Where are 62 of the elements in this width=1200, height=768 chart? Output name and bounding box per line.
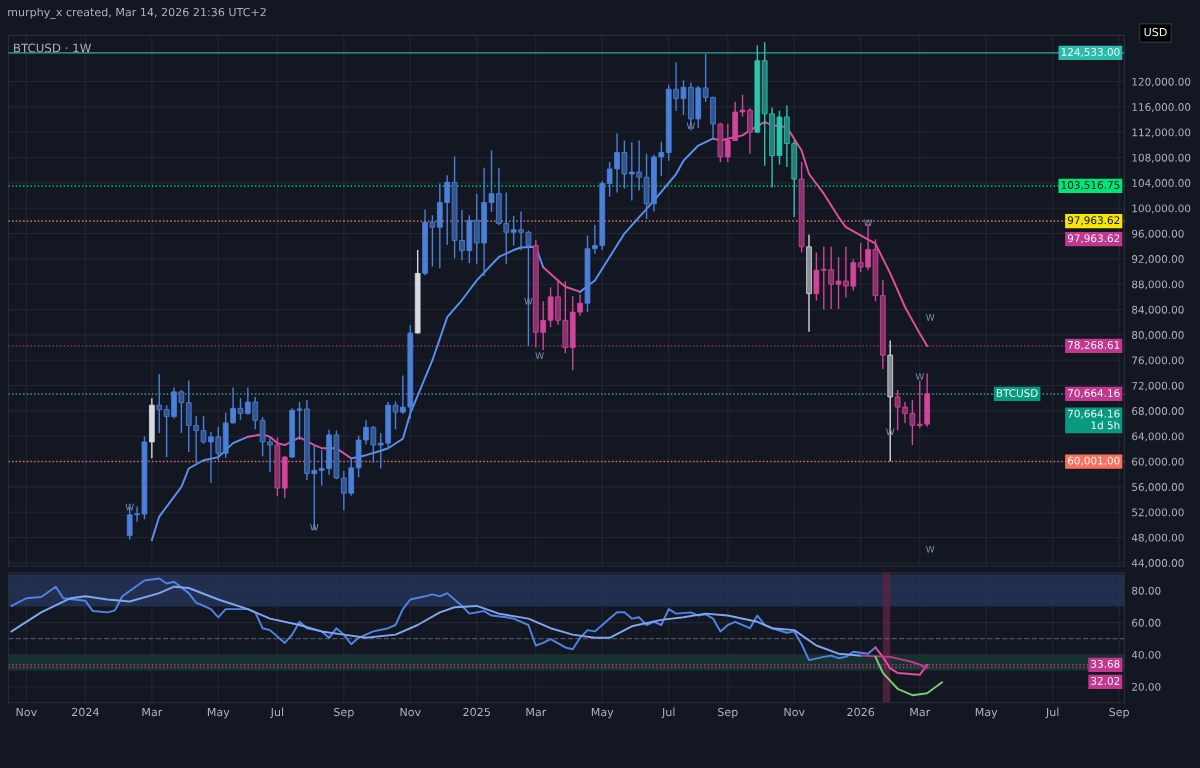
- y-tick-label: 60,000.00: [1132, 457, 1184, 467]
- ref-line-label: 33.68: [1091, 659, 1120, 668]
- x-tick-label: 2024: [72, 707, 99, 717]
- annotation: W: [926, 546, 935, 553]
- annotation: W: [926, 314, 935, 321]
- y-tick-label: 108,000.00: [1132, 153, 1191, 163]
- annotation: W: [863, 219, 873, 226]
- y-tick-label: 68,000.00: [1132, 407, 1184, 417]
- ref-line-label: 97,963.62: [1067, 216, 1120, 226]
- y-tick-label: 44,000.00: [1131, 559, 1184, 569]
- x-tick-label: 2026: [847, 707, 875, 717]
- y-tick-label: 80,000.00: [1132, 331, 1184, 341]
- x-tick-label: Mar: [910, 707, 931, 717]
- x-tick-label: Nov: [784, 707, 805, 717]
- y-tick-label: 100,000.00: [1132, 204, 1191, 214]
- x-tick-label: Jul: [1045, 707, 1059, 719]
- y-tick-label: 116,000.00: [1132, 103, 1191, 113]
- legend-label: 32.02: [1091, 676, 1120, 685]
- ref-line-label: 70,664.16: [1068, 389, 1120, 399]
- y-tick-label: 84,000.00: [1132, 305, 1184, 315]
- x-tick-label: Nov: [16, 707, 37, 717]
- annotation: BTCUSD: [996, 389, 1038, 398]
- x-tick-label: Sep: [334, 707, 354, 719]
- x-tick-label: Sep: [1109, 707, 1129, 719]
- x-tick-label: Jul: [270, 707, 284, 719]
- ref-line-label: 97,963.62: [1067, 234, 1120, 244]
- y-tick-label: 60.00: [1132, 618, 1161, 627]
- y-tick-label: 48,000.00: [1131, 533, 1184, 543]
- x-tick-label: Nov: [400, 707, 421, 717]
- y-tick-label: 52,000.00: [1132, 508, 1184, 518]
- y-tick-label: 20.00: [1132, 682, 1161, 691]
- y-tick-label: 40.00: [1131, 650, 1161, 659]
- x-tick-label: May: [975, 707, 998, 719]
- ref-line-label: 60,001.00: [1067, 456, 1120, 466]
- y-tick-label: 96,000.00: [1132, 229, 1184, 239]
- y-tick-label: 92,000.00: [1132, 255, 1184, 265]
- y-tick-label: 56,000.00: [1132, 483, 1184, 493]
- x-tick-label: Sep: [718, 707, 738, 719]
- x-tick-label: Jul: [661, 707, 675, 719]
- ref-line-label: 70,664.16 1d 5h: [1068, 409, 1120, 430]
- x-tick-label: May: [207, 707, 230, 719]
- x-tick-label: May: [591, 707, 614, 719]
- x-tick-label: Mar: [142, 707, 163, 717]
- text: murphy_x created, Mar 14, 2026 21:36 UTC+2: [8, 7, 266, 19]
- text: USD: [1144, 27, 1167, 37]
- y-tick-label: 112,000.00: [1132, 128, 1191, 138]
- y-tick-label: 64,000.00: [1132, 432, 1184, 442]
- annotation: W: [125, 503, 134, 511]
- annotation: W: [915, 373, 924, 380]
- x-tick-label: 2025: [463, 707, 490, 717]
- annotation: W: [535, 352, 544, 359]
- y-tick-label: 104,000.00: [1132, 179, 1191, 189]
- y-tick-label: 72,000.00: [1132, 381, 1184, 391]
- y-tick-label: 80.00: [1132, 586, 1161, 595]
- y-tick-label: 76,000.00: [1132, 356, 1184, 366]
- text: BTCUSD · 1W: [14, 43, 92, 53]
- x-tick-label: Mar: [526, 707, 547, 717]
- ref-line-label: 103,516.75: [1061, 181, 1120, 191]
- ref-line-label: 78,268.61: [1068, 340, 1120, 350]
- y-tick-label: 120,000.00: [1132, 77, 1191, 87]
- y-tick-label: 88,000.00: [1132, 280, 1184, 290]
- ref-line-label: 124,533.00: [1061, 47, 1120, 57]
